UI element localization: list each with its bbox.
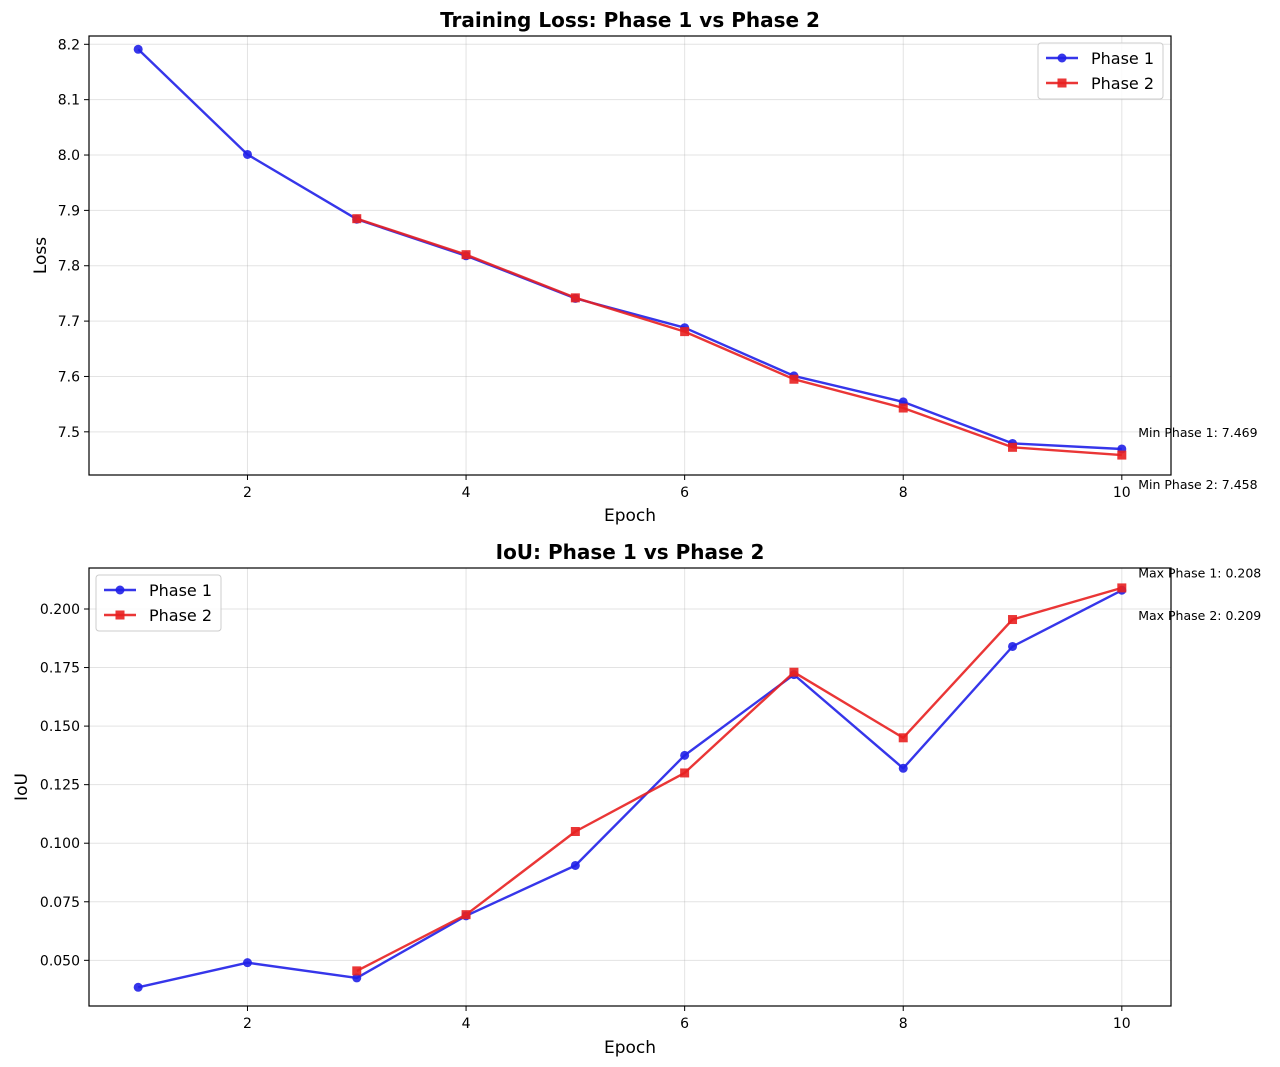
loss-chart: 2 4 6 8 10 7.5 7.6 7.7 7.8 7.9 8.0 8.1 8.2 Training L… <box>31 8 1258 526</box>
y-axis-label: Loss <box>31 237 51 274</box>
x-tick-label: 6 <box>680 485 689 501</box>
data-point-phase-1 <box>352 973 362 983</box>
legend-marker-phase-1 <box>115 585 125 595</box>
x-tick-label: 10 <box>1113 485 1131 501</box>
y-tick-label: 7.7 <box>58 314 80 330</box>
data-point-phase-2 <box>461 910 471 920</box>
x-axis-label: Epoch <box>604 1038 656 1058</box>
series-line-phase-2 <box>356 586 1123 972</box>
data-point-phase-2 <box>461 250 471 260</box>
annotation: Max Phase 2: 0.209 <box>1138 608 1261 623</box>
legend-marker-phase-1 <box>1057 53 1067 63</box>
data-point-phase-2 <box>570 293 580 303</box>
x-axis-label: Epoch <box>604 506 656 526</box>
data-point-phase-2 <box>898 733 908 743</box>
series-line-phase-1 <box>137 589 1123 989</box>
legend: Phase 1 Phase 2 <box>1037 42 1164 100</box>
data-point-phase-2 <box>570 827 580 837</box>
plot-frame <box>88 567 1172 1007</box>
data-point-phase-2 <box>1008 442 1018 452</box>
legend-marker-phase-2 <box>1057 78 1067 88</box>
data-point-phase-1 <box>570 860 580 870</box>
data-point-phase-2 <box>352 214 362 224</box>
data-point-phase-2 <box>680 327 690 337</box>
iou-chart: 2 4 6 8 10 0.050 0.075 0.100 0.125 0.150 0.175 0.20… <box>12 540 1261 1058</box>
legend-label: Phase 2 <box>1091 74 1154 93</box>
y-tick-label: 8.1 <box>58 93 80 109</box>
y-tick-label: 8.0 <box>58 148 80 164</box>
y-tick-label: 7.8 <box>58 259 80 275</box>
legend-label: Phase 1 <box>149 581 212 600</box>
data-point-phase-2 <box>1117 450 1127 460</box>
annotation: Max Phase 1: 0.208 <box>1138 566 1261 581</box>
series-line-phase-1 <box>137 48 1122 451</box>
legend-label: Phase 1 <box>1091 49 1154 68</box>
y-axis-label: IoU <box>12 773 32 801</box>
legend-marker-phase-2 <box>115 610 125 620</box>
y-tick-label: 0.175 <box>40 661 80 677</box>
x-tick-label: 8 <box>899 485 908 501</box>
x-tick-label: 4 <box>462 1016 471 1032</box>
annotation: Min Phase 2: 7.458 <box>1138 477 1257 492</box>
data-point-phase-2 <box>1117 583 1127 593</box>
chart-title: Training Loss: Phase 1 vs Phase 2 <box>440 8 820 32</box>
x-tick-label: 8 <box>899 1016 908 1032</box>
data-point-phase-2 <box>898 403 908 413</box>
data-point-phase-2 <box>352 966 362 976</box>
y-tick-label: 0.100 <box>40 836 80 852</box>
series-line-phase-2 <box>356 217 1122 457</box>
data-point-phase-2 <box>680 768 690 778</box>
legend: Phase 1 Phase 2 <box>95 574 222 632</box>
data-point-phase-1 <box>1008 641 1018 651</box>
y-tick-label: 0.150 <box>40 719 80 735</box>
x-tick-label: 4 <box>462 485 471 501</box>
y-tick-label: 0.050 <box>40 953 80 969</box>
data-point-phase-1 <box>242 958 252 968</box>
y-tick-label: 0.075 <box>40 895 80 911</box>
data-point-phase-1 <box>133 44 143 54</box>
data-point-phase-1 <box>898 763 908 773</box>
data-point-phase-1 <box>133 982 143 992</box>
legend-label: Phase 2 <box>149 606 212 625</box>
data-point-phase-1 <box>242 149 252 159</box>
y-tick-label: 8.2 <box>58 37 80 53</box>
data-point-phase-2 <box>789 667 799 677</box>
x-tick-label: 10 <box>1113 1016 1131 1032</box>
x-tick-label: 2 <box>243 1016 252 1032</box>
data-point-phase-1 <box>680 750 690 760</box>
data-point-phase-2 <box>1008 615 1018 625</box>
x-tick-label: 2 <box>243 485 252 501</box>
y-tick-label: 7.5 <box>58 425 80 441</box>
y-tick-label: 0.200 <box>40 602 80 618</box>
y-tick-label: 0.125 <box>40 778 80 794</box>
y-tick-label: 7.6 <box>58 369 80 385</box>
annotation: Min Phase 1: 7.469 <box>1138 425 1257 440</box>
x-tick-label: 6 <box>680 1016 689 1032</box>
data-point-phase-2 <box>789 374 799 384</box>
plot-frame <box>88 35 1172 476</box>
y-tick-label: 7.9 <box>58 203 80 219</box>
chart-title: IoU: Phase 1 vs Phase 2 <box>496 540 765 564</box>
